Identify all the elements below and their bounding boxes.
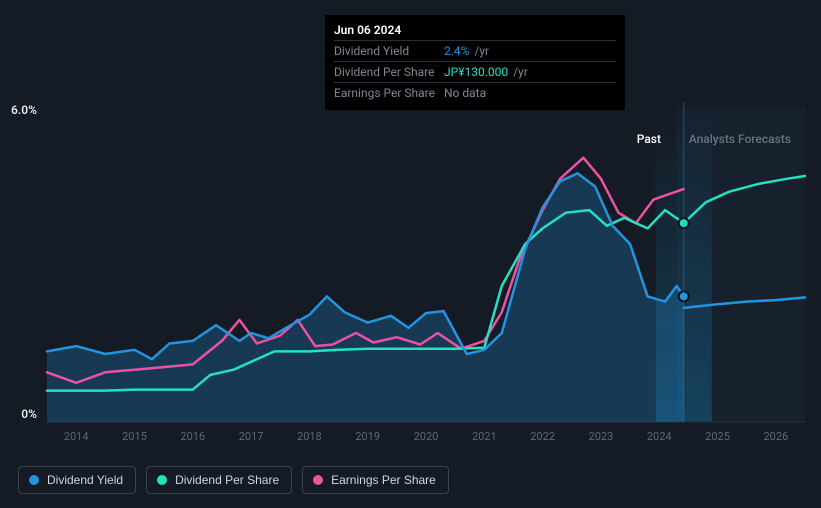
- legend-label: Dividend Yield: [47, 473, 123, 487]
- chart-tooltip: Jun 06 2024 Dividend Yield2.4% /yrDivide…: [325, 15, 625, 110]
- legend-bar: Dividend Yield Dividend Per Share Earnings…: [18, 466, 449, 494]
- svg-text:2018: 2018: [297, 430, 322, 443]
- legend-dot: [29, 475, 39, 485]
- dividend-chart: 2014 2015 2016 2017 2018 2019 2020 2021 2022 2023…: [0, 0, 821, 508]
- legend-toggle-earnings-per-share[interactable]: Earnings Per Share: [302, 466, 449, 494]
- tooltip-row-value: 2.4% /yr: [444, 44, 489, 58]
- svg-text:2023: 2023: [589, 430, 614, 443]
- svg-text:2019: 2019: [355, 430, 380, 443]
- svg-text:2016: 2016: [180, 430, 205, 443]
- tooltip-row: Earnings Per ShareNo data: [334, 82, 616, 103]
- legend-dot: [313, 475, 323, 485]
- tooltip-row-label: Earnings Per Share: [334, 86, 444, 100]
- tooltip-row-label: Dividend Per Share: [334, 65, 444, 79]
- section-label-past: Past: [637, 132, 661, 146]
- legend-toggle-dividend-per-share[interactable]: Dividend Per Share: [146, 466, 292, 494]
- legend-dot: [157, 475, 167, 485]
- tooltip-row: Dividend Yield2.4% /yr: [334, 40, 616, 61]
- svg-text:2025: 2025: [705, 430, 730, 443]
- section-label-forecast: Analysts Forecasts: [689, 132, 791, 146]
- tooltip-row: Dividend Per ShareJP¥130.000 /yr: [334, 61, 616, 82]
- tooltip-row-label: Dividend Yield: [334, 44, 444, 58]
- svg-text:2015: 2015: [122, 430, 147, 443]
- svg-text:2017: 2017: [239, 430, 264, 443]
- svg-text:2014: 2014: [64, 430, 89, 443]
- tooltip-row-unit: /yr: [510, 65, 528, 79]
- svg-text:2021: 2021: [472, 430, 497, 443]
- svg-text:2022: 2022: [530, 430, 555, 443]
- svg-text:2026: 2026: [763, 430, 788, 443]
- legend-label: Dividend Per Share: [175, 473, 279, 487]
- tooltip-row-unit: /yr: [471, 44, 489, 58]
- tooltip-title: Jun 06 2024: [334, 20, 616, 40]
- legend-label: Earnings Per Share: [331, 473, 436, 487]
- svg-text:2020: 2020: [414, 430, 439, 443]
- tooltip-row-value: JP¥130.000 /yr: [444, 65, 528, 79]
- tooltip-row-value: No data: [444, 86, 488, 100]
- svg-text:6.0%: 6.0%: [11, 103, 37, 117]
- legend-toggle-dividend-yield[interactable]: Dividend Yield: [18, 466, 136, 494]
- svg-text:0%: 0%: [21, 407, 37, 421]
- svg-text:2024: 2024: [647, 430, 672, 443]
